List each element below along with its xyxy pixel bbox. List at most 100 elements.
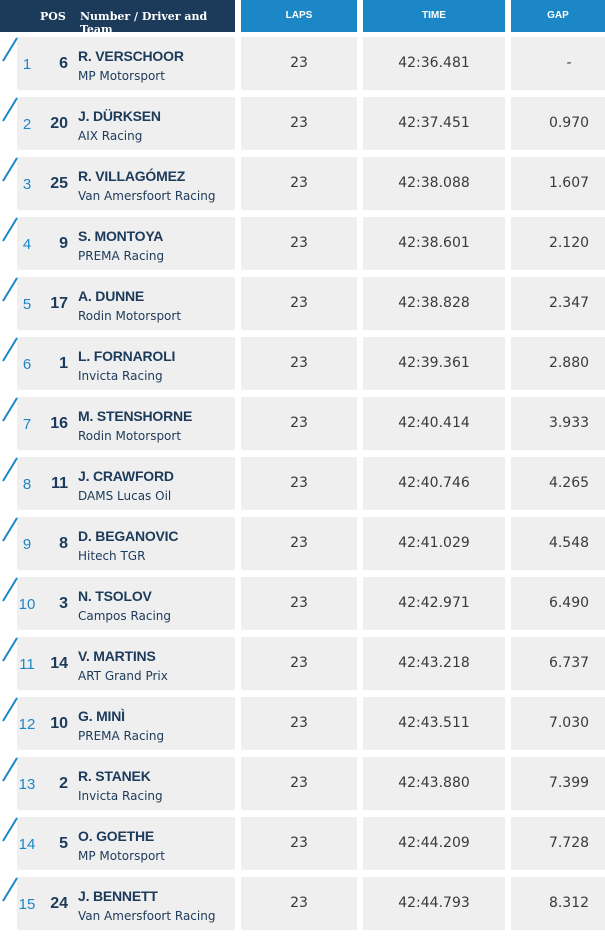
header-laps: LAPS — [241, 0, 357, 32]
driver-cell — [17, 457, 235, 510]
laps-cell — [241, 637, 357, 690]
laps-value: 23 — [290, 475, 308, 491]
laps-value: 23 — [290, 715, 308, 731]
position: 14 — [18, 836, 36, 853]
driver-name[interactable]: V. MARTINS — [78, 648, 156, 664]
driver-name[interactable]: R. VILLAGÓMEZ — [78, 168, 186, 184]
driver-name[interactable]: O. GOETHE — [78, 828, 154, 844]
team-name[interactable]: Van Amersfoort Racing — [78, 909, 216, 923]
position-slash-icon — [2, 397, 18, 422]
driver-name[interactable]: N. TSOLOV — [78, 588, 152, 604]
car-number: 11 — [51, 475, 68, 492]
table-row[interactable]: 3 25 R. VILLAGÓMEZ Van Amersfoort Racing… — [0, 157, 605, 217]
time-cell — [363, 757, 505, 810]
car-number: 16 — [50, 415, 68, 432]
table-row[interactable]: 5 17 A. DUNNE Rodin Motorsport 23 42:38.… — [0, 277, 605, 337]
driver-name[interactable]: R. STANEK — [78, 768, 151, 784]
driver-name[interactable]: M. STENSHORNE — [78, 408, 193, 424]
car-number: 2 — [59, 775, 68, 792]
team-name[interactable]: Van Amersfoort Racing — [78, 189, 216, 203]
position-slash-icon — [2, 277, 18, 302]
team-name[interactable]: DAMS Lucas Oil — [78, 489, 172, 503]
gap-value: 6.737 — [548, 655, 590, 671]
gap-cell — [511, 97, 605, 150]
team-name[interactable]: ART Grand Prix — [78, 669, 168, 683]
table-row[interactable]: 2 20 J. DÜRKSEN AIX Racing 23 42:37.451 … — [0, 97, 605, 157]
results-table: 1 6 R. VERSCHOOR MP Motorsport 23 42:36.… — [0, 37, 605, 937]
position: 9 — [22, 536, 32, 553]
laps-cell — [241, 337, 357, 390]
team-name[interactable]: PREMA Racing — [78, 249, 165, 263]
laps-cell — [241, 277, 357, 330]
position-slash-icon — [2, 97, 18, 122]
gap-value: 3.933 — [548, 415, 590, 431]
table-row[interactable]: 9 8 D. BEGANOVIC Hitech TGR 23 42:41.029… — [0, 517, 605, 577]
table-row[interactable]: 8 11 J. CRAWFORD DAMS Lucas Oil 23 42:40… — [0, 457, 605, 517]
time-value: 42:38.828 — [398, 295, 470, 311]
table-row[interactable]: 12 10 G. MINÌ PREMA Racing 23 42:43.511 … — [0, 697, 605, 757]
gap-value: - — [566, 55, 572, 71]
team-name[interactable]: Invicta Racing — [78, 789, 163, 803]
team-name[interactable]: MP Motorsport — [78, 849, 165, 863]
table-row[interactable]: 14 5 O. GOETHE MP Motorsport 23 42:44.20… — [0, 817, 605, 877]
results-header: POS Number / Driver and Team LAPS TIME G… — [0, 0, 605, 36]
team-name[interactable]: Hitech TGR — [78, 549, 146, 563]
table-row[interactable]: 13 2 R. STANEK Invicta Racing 23 42:43.8… — [0, 757, 605, 817]
position-slash-icon — [2, 337, 18, 362]
table-row[interactable]: 6 1 L. FORNAROLI Invicta Racing 23 42:39… — [0, 337, 605, 397]
table-row[interactable]: 15 24 J. BENNETT Van Amersfoort Racing 2… — [0, 877, 605, 937]
position-slash-icon — [2, 877, 18, 902]
table-row[interactable]: 10 3 N. TSOLOV Campos Racing 23 42:42.97… — [0, 577, 605, 637]
position-slash-icon — [2, 817, 18, 842]
laps-cell — [241, 457, 357, 510]
driver-name[interactable]: D. BEGANOVIC — [78, 528, 179, 544]
position-slash-icon — [2, 697, 18, 722]
position-slash-icon — [2, 217, 18, 242]
driver-name[interactable]: J. BENNETT — [78, 888, 158, 904]
time-cell — [363, 697, 505, 750]
position-slash-icon — [2, 157, 18, 182]
time-value: 42:44.793 — [398, 895, 470, 911]
header-gap: GAP — [511, 0, 605, 32]
car-number: 10 — [50, 715, 68, 732]
driver-name[interactable]: J. CRAWFORD — [78, 468, 174, 484]
table-row[interactable]: 7 16 M. STENSHORNE Rodin Motorsport 23 4… — [0, 397, 605, 457]
laps-cell — [241, 577, 357, 630]
team-name[interactable]: Campos Racing — [78, 609, 172, 623]
laps-value: 23 — [290, 115, 308, 131]
driver-name[interactable]: L. FORNAROLI — [78, 348, 176, 364]
time-cell — [363, 157, 505, 210]
gap-cell — [511, 397, 605, 450]
team-name[interactable]: Rodin Motorsport — [78, 309, 182, 323]
time-cell — [363, 817, 505, 870]
gap-value: 0.970 — [548, 115, 590, 131]
table-row[interactable]: 1 6 R. VERSCHOOR MP Motorsport 23 42:36.… — [0, 37, 605, 97]
header-pos: POS — [40, 10, 66, 23]
driver-name[interactable]: G. MINÌ — [78, 708, 125, 724]
driver-name[interactable]: A. DUNNE — [78, 288, 145, 304]
gap-value: 6.490 — [548, 595, 590, 611]
driver-name[interactable]: S. MONTOYA — [78, 228, 164, 244]
team-name[interactable]: Invicta Racing — [78, 369, 163, 383]
gap-value: 7.399 — [548, 775, 590, 791]
gap-cell — [511, 277, 605, 330]
team-name[interactable]: PREMA Racing — [78, 729, 165, 743]
laps-value: 23 — [290, 55, 308, 71]
driver-name[interactable]: J. DÜRKSEN — [78, 108, 161, 124]
time-cell — [363, 97, 505, 150]
car-number: 6 — [59, 55, 68, 72]
time-value: 42:37.451 — [398, 115, 470, 131]
driver-name[interactable]: R. VERSCHOOR — [78, 48, 184, 64]
table-row[interactable]: 11 14 V. MARTINS ART Grand Prix 23 42:43… — [0, 637, 605, 697]
time-value: 42:41.029 — [398, 535, 470, 551]
laps-value: 23 — [290, 775, 308, 791]
driver-cell — [17, 817, 235, 870]
team-name[interactable]: MP Motorsport — [78, 69, 165, 83]
team-name[interactable]: AIX Racing — [78, 129, 143, 143]
position: 5 — [22, 296, 32, 313]
team-name[interactable]: Rodin Motorsport — [78, 429, 182, 443]
gap-cell — [511, 577, 605, 630]
gap-cell — [511, 517, 605, 570]
table-row[interactable]: 4 9 S. MONTOYA PREMA Racing 23 42:38.601… — [0, 217, 605, 277]
gap-cell — [511, 217, 605, 270]
